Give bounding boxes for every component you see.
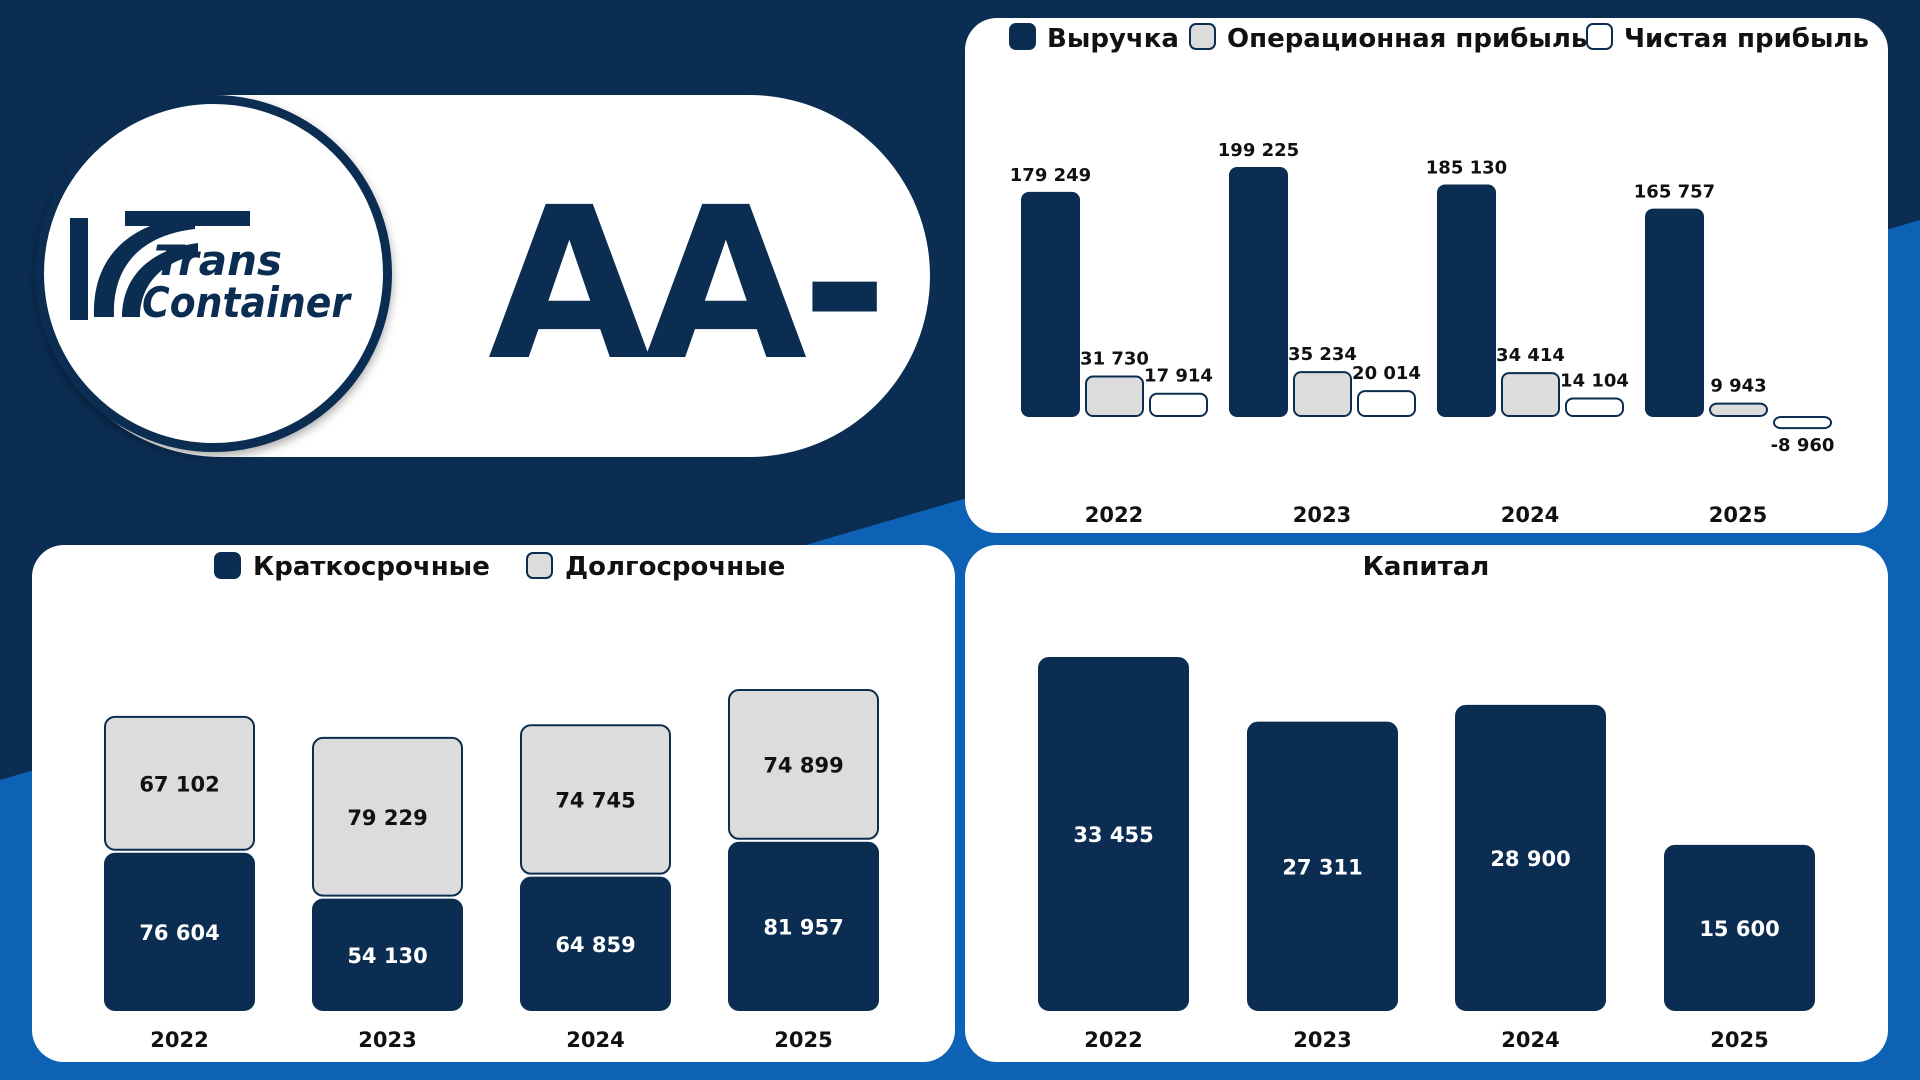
capital-year-label-2: 2024 (1501, 1028, 1559, 1052)
legend-label-1: Операционная прибыль (1227, 24, 1587, 54)
debt-chart-panel: Краткосрочные Долгосрочные 76 604 67 102 202… (32, 545, 955, 1062)
income-chart-panel: Выручка Операционная прибыль Чистая прибыл… (965, 18, 1888, 533)
income-year-label-2: 2024 (1501, 503, 1559, 527)
rating-text: AA- (488, 162, 888, 407)
income-value-label-2-3: -8 960 (1771, 435, 1835, 456)
legend-label-0: Выручка (1047, 24, 1179, 54)
income-bar-1-3 (1709, 402, 1768, 417)
legend-label-1: Долгосрочные (565, 552, 785, 582)
legend-swatch-1 (1189, 23, 1216, 50)
capital-bar-2 (1455, 704, 1606, 1011)
debt-bar-1-1 (312, 736, 463, 897)
debt-year-label-2: 2024 (566, 1028, 624, 1052)
income-value-label-2-2: 14 104 (1560, 370, 1629, 391)
income-bar-2-0 (1149, 392, 1208, 417)
capital-chart-panel: Капитал 33 455 2022 27 311 2023 28 900 2024 15 … (965, 545, 1888, 1062)
debt-year-label-1: 2023 (358, 1028, 416, 1052)
logo-circle (35, 95, 392, 452)
capital-value-label-2: 28 900 (1490, 847, 1570, 871)
debt-value-label-1-3: 74 899 (763, 753, 843, 777)
income-value-label-2-1: 20 014 (1352, 363, 1421, 384)
income-value-label-1-0: 31 730 (1080, 349, 1149, 370)
income-value-label-1-2: 34 414 (1496, 345, 1565, 366)
debt-value-label-0-2: 64 859 (555, 933, 635, 957)
debt-value-label-1-1: 79 229 (347, 806, 427, 830)
income-value-label-1-3: 9 943 (1710, 376, 1766, 397)
legend-swatch-1 (526, 552, 553, 579)
capital-chart-title: Капитал (1363, 552, 1490, 582)
debt-year-label-3: 2025 (774, 1028, 832, 1052)
legend-swatch-0 (1009, 23, 1036, 50)
debt-value-label-0-1: 54 130 (347, 944, 427, 968)
debt-bar-0-0 (104, 852, 255, 1012)
debt-bar-1-2 (520, 724, 671, 875)
logo-text-trans: Trans (154, 236, 282, 285)
income-value-label-2-0: 17 914 (1144, 366, 1213, 387)
capital-bar-3 (1664, 844, 1815, 1011)
legend-swatch-2 (1586, 23, 1613, 50)
income-bar-0-0 (1021, 191, 1080, 417)
legend-label-2: Чистая прибыль (1624, 24, 1869, 54)
income-year-label-3: 2025 (1709, 503, 1767, 527)
income-bar-2-2 (1565, 397, 1624, 417)
debt-value-label-0-0: 76 604 (139, 921, 219, 945)
capital-year-label-0: 2022 (1084, 1028, 1142, 1052)
logo-bar-icon (70, 218, 88, 320)
income-value-label-1-1: 35 234 (1288, 344, 1357, 365)
capital-bar-0 (1038, 657, 1189, 1011)
capital-value-label-0: 33 455 (1073, 823, 1153, 847)
income-bar-1-2 (1501, 372, 1560, 418)
capital-value-label-1: 27 311 (1282, 855, 1362, 879)
capital-value-label-3: 15 600 (1699, 917, 1779, 941)
income-bar-0-3 (1645, 208, 1704, 417)
debt-chart: Краткосрочные Долгосрочные 76 604 67 102 202… (104, 552, 879, 1052)
debt-bar-1-3 (728, 689, 879, 840)
income-year-label-0: 2022 (1085, 503, 1143, 527)
debt-value-label-1-0: 67 102 (139, 772, 219, 796)
debt-bar-0-1 (312, 898, 463, 1011)
income-value-label-0-3: 165 757 (1634, 182, 1715, 203)
transcontainer-logo: Trans Container (70, 211, 352, 327)
income-value-label-0-0: 179 249 (1010, 165, 1091, 186)
income-chart: Выручка Операционная прибыль Чистая прибыл… (1009, 23, 1869, 527)
income-bar-2-1 (1357, 390, 1416, 417)
debt-year-label-0: 2022 (150, 1028, 208, 1052)
capital-chart: Капитал 33 455 2022 27 311 2023 28 900 2024 15 … (1038, 552, 1815, 1052)
income-value-label-0-2: 185 130 (1426, 158, 1507, 179)
income-bar-1-1 (1293, 371, 1352, 418)
income-bar-0-2 (1437, 184, 1496, 417)
capital-year-label-1: 2023 (1293, 1028, 1351, 1052)
income-value-label-0-1: 199 225 (1218, 140, 1299, 161)
capital-bar-1 (1247, 721, 1398, 1011)
debt-value-label-1-2: 74 745 (555, 788, 635, 812)
debt-bar-0-2 (520, 876, 671, 1011)
debt-value-label-0-3: 81 957 (763, 915, 843, 939)
income-bar-2-3 (1773, 416, 1832, 430)
income-year-label-1: 2023 (1293, 503, 1351, 527)
legend-label-0: Краткосрочные (253, 552, 490, 582)
legend-swatch-0 (214, 552, 241, 579)
debt-bar-1-0 (104, 715, 255, 851)
capital-year-label-3: 2025 (1710, 1028, 1768, 1052)
income-bar-0-1 (1229, 167, 1288, 417)
income-bar-1-0 (1085, 375, 1144, 417)
debt-bar-0-3 (728, 841, 879, 1011)
logo-text-container: Container (142, 278, 352, 327)
